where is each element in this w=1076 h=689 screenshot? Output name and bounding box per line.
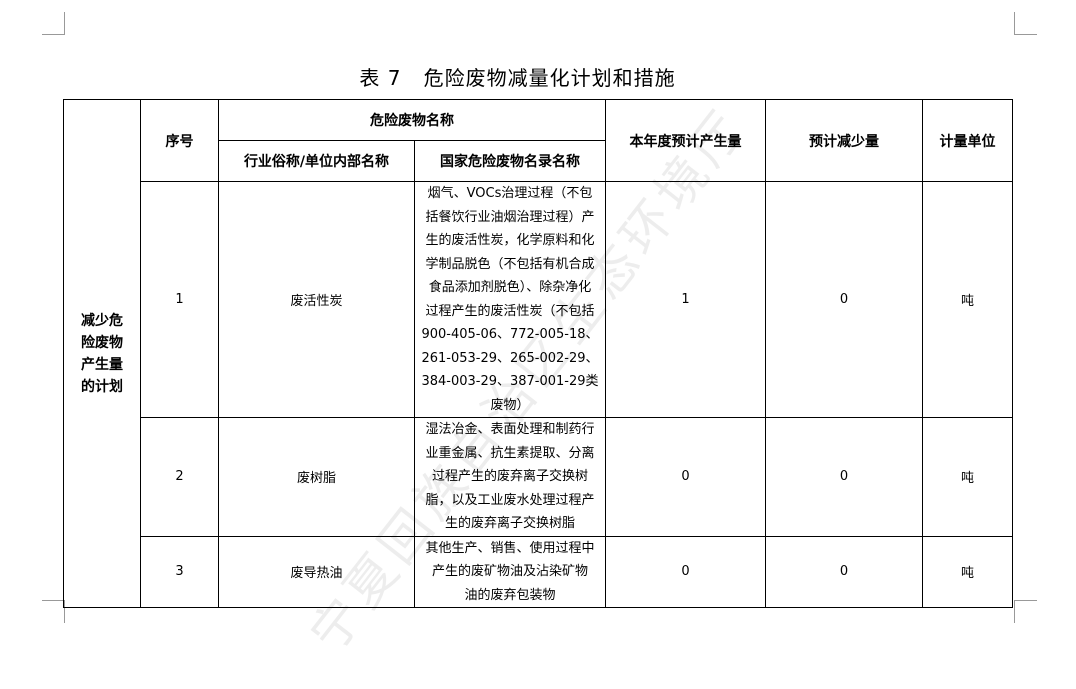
- side-label: 减少危 险废物 产生量 的计划: [63, 99, 141, 608]
- header-unit: 计量单位: [922, 99, 1013, 182]
- header-serial: 序号: [140, 99, 219, 182]
- cell-common-name: 废导热油: [218, 535, 415, 608]
- cell-expected-reduction: 0: [765, 417, 923, 537]
- header-annual-output: 本年度预计产生量: [605, 99, 766, 182]
- table-row: 1 废活性炭 烟气、VOCs治理过程（不包 括餐饮行业油烟治理过程）产 生的废活…: [64, 181, 1013, 418]
- table-title: 表 7 危险废物减量化计划和措施: [359, 66, 676, 90]
- header-national-name: 国家危险废物名录名称: [414, 140, 606, 182]
- header-waste-name: 危险废物名称: [218, 99, 606, 141]
- corner-mark-bottom-left: [42, 600, 65, 623]
- cell-serial: 2: [140, 417, 219, 537]
- corner-mark-top-right: [1014, 12, 1037, 35]
- cell-unit: 吨: [922, 181, 1013, 418]
- cell-expected-reduction: 0: [765, 535, 923, 608]
- corner-mark-top-left: [42, 12, 65, 35]
- cell-common-name: 废活性炭: [218, 181, 415, 418]
- cell-annual-output: 0: [605, 535, 766, 608]
- cell-annual-output: 1: [605, 181, 766, 418]
- hazardous-waste-reduction-table: 减少危 险废物 产生量 的计划 序号 危险废物名称 本年度预计产生量 预计减少量…: [63, 99, 1013, 608]
- cell-national-name: 湿法冶金、表面处理和制药行 业重金属、抗生素提取、分离 过程产生的废弃离子交换树…: [414, 417, 606, 537]
- corner-mark-bottom-right: [1014, 600, 1037, 623]
- cell-unit: 吨: [922, 535, 1013, 608]
- header-expected-reduction: 预计减少量: [765, 99, 923, 182]
- cell-national-name: 烟气、VOCs治理过程（不包 括餐饮行业油烟治理过程）产 生的废活性炭，化学原料…: [414, 181, 606, 418]
- cell-serial: 1: [140, 181, 219, 418]
- cell-expected-reduction: 0: [765, 181, 923, 418]
- cell-national-name: 其他生产、销售、使用过程中 产生的废矿物油及沾染矿物 油的废弃包装物: [414, 535, 606, 608]
- cell-unit: 吨: [922, 417, 1013, 537]
- table-row: 2 废树脂 湿法冶金、表面处理和制药行 业重金属、抗生素提取、分离 过程产生的废…: [64, 417, 1013, 537]
- header-common-name: 行业俗称/单位内部名称: [218, 140, 415, 182]
- cell-annual-output: 0: [605, 417, 766, 537]
- table-row: 3 废导热油 其他生产、销售、使用过程中 产生的废矿物油及沾染矿物 油的废弃包装…: [64, 535, 1013, 608]
- cell-common-name: 废树脂: [218, 417, 415, 537]
- cell-serial: 3: [140, 535, 219, 608]
- side-label-text: 减少危 险废物 产生量 的计划: [81, 312, 123, 395]
